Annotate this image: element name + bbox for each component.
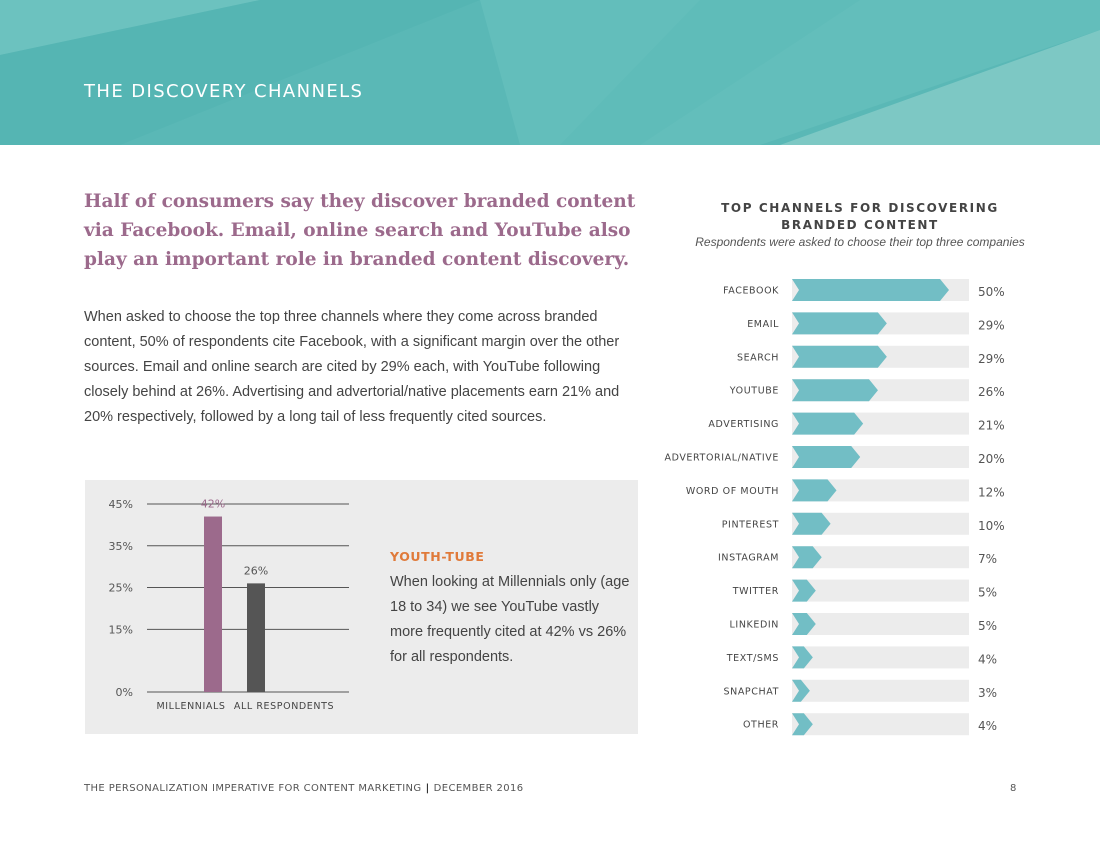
data-label: 12% (978, 485, 1005, 499)
y-tick-label: 35% (109, 540, 133, 553)
bar-track (792, 312, 969, 335)
banner-shape (560, 0, 860, 145)
footer-report-title: THE PERSONALIZATION IMPERATIVE FOR CONTE… (84, 783, 422, 794)
bar-track (792, 646, 969, 669)
bar (792, 312, 887, 335)
category-label: ADVERTORIAL/NATIVE (664, 453, 779, 464)
category-label: PINTEREST (722, 519, 779, 530)
category-label: TWITTER (732, 586, 779, 597)
category-label: EMAIL (747, 319, 779, 330)
footer-date: DECEMBER 2016 (433, 783, 524, 794)
category-label: WORD OF MOUTH (686, 486, 779, 497)
bar (792, 379, 878, 402)
banner-shape (0, 0, 480, 145)
banner-shape (780, 30, 1100, 145)
bar-track (792, 412, 969, 435)
banner-background (0, 0, 1100, 145)
header-banner: THE DISCOVERY CHANNELS (0, 0, 1100, 145)
y-tick-label: 0% (116, 686, 133, 699)
data-label: 7% (978, 552, 997, 566)
headline: Half of consumers say they discover bran… (84, 191, 636, 270)
page-title: THE DISCOVERY CHANNELS (84, 81, 364, 102)
data-label: 3% (978, 686, 997, 700)
body-paragraph: When asked to choose the top three chann… (84, 309, 620, 425)
bar (792, 279, 949, 301)
y-tick-label: 45% (109, 498, 133, 511)
bar-track (792, 546, 969, 569)
inset-text: When looking at Millennials only (age 18… (390, 574, 630, 665)
bar-track (792, 613, 969, 635)
data-label: 26% (244, 564, 268, 577)
bar (792, 412, 864, 435)
footer: THE PERSONALIZATION IMPERATIVE FOR CONTE… (84, 783, 524, 794)
data-label: 20% (978, 452, 1005, 466)
bar-track (792, 345, 969, 368)
data-label: 5% (978, 619, 997, 633)
youth-tube-inset: 0% 15% 25% 35% 45% 42% MILLENNIALS 26% ALL RESPO… (85, 480, 638, 734)
data-label: 50% (978, 285, 1005, 299)
bar (792, 345, 887, 368)
data-label: 42% (201, 498, 225, 511)
bar-track (792, 446, 969, 468)
x-category-label: MILLENNIALS (156, 701, 225, 712)
footer-separator: | (425, 783, 430, 794)
bar-track (792, 679, 969, 702)
bar-track (792, 713, 969, 736)
category-label: YOUTUBE (729, 386, 779, 397)
y-tick-label: 15% (109, 623, 133, 636)
bar (792, 512, 831, 535)
bar (792, 679, 810, 702)
x-category-label: ALL RESPONDENTS (234, 701, 334, 712)
category-label: INSTAGRAM (718, 553, 779, 564)
bar (792, 646, 813, 669)
bar (792, 446, 861, 468)
category-label: FACEBOOK (723, 286, 779, 297)
bar (792, 479, 837, 502)
bar-track (792, 579, 969, 602)
data-label: 4% (978, 719, 997, 733)
category-label: OTHER (743, 720, 779, 731)
bar (792, 713, 813, 736)
data-label: 29% (978, 318, 1005, 332)
data-label: 5% (978, 586, 997, 600)
page-number: 8 (1010, 783, 1017, 794)
data-label: 10% (978, 519, 1005, 533)
bar-track (792, 379, 969, 402)
bar-track (792, 279, 969, 301)
data-label: 26% (978, 385, 1005, 399)
category-label: SEARCH (737, 352, 779, 363)
bar (247, 583, 265, 692)
bar-track (792, 512, 969, 535)
bar (792, 613, 816, 635)
data-label: 29% (978, 352, 1005, 366)
bar (792, 546, 822, 569)
millennials-bar-chart: 0% 15% 25% 35% 45% 42% MILLENNIALS 26% ALL RESPO… (109, 498, 349, 712)
category-label: TEXT/SMS (726, 653, 779, 664)
bar (204, 516, 222, 692)
category-label: LINKEDIN (730, 620, 779, 631)
bar-track (792, 479, 969, 502)
category-label: ADVERTISING (708, 419, 779, 430)
chart-subtitle: Respondents were asked to choose their t… (695, 235, 1025, 249)
category-label: SNAPCHAT (723, 686, 779, 697)
inset-title: YOUTH-TUBE (390, 549, 485, 564)
bar (792, 579, 816, 602)
chart-title: TOP CHANNELS FOR DISCOVERING BRANDED CON… (721, 201, 999, 232)
data-label: 4% (978, 652, 997, 666)
y-tick-label: 25% (109, 582, 133, 595)
data-label: 21% (978, 419, 1005, 433)
